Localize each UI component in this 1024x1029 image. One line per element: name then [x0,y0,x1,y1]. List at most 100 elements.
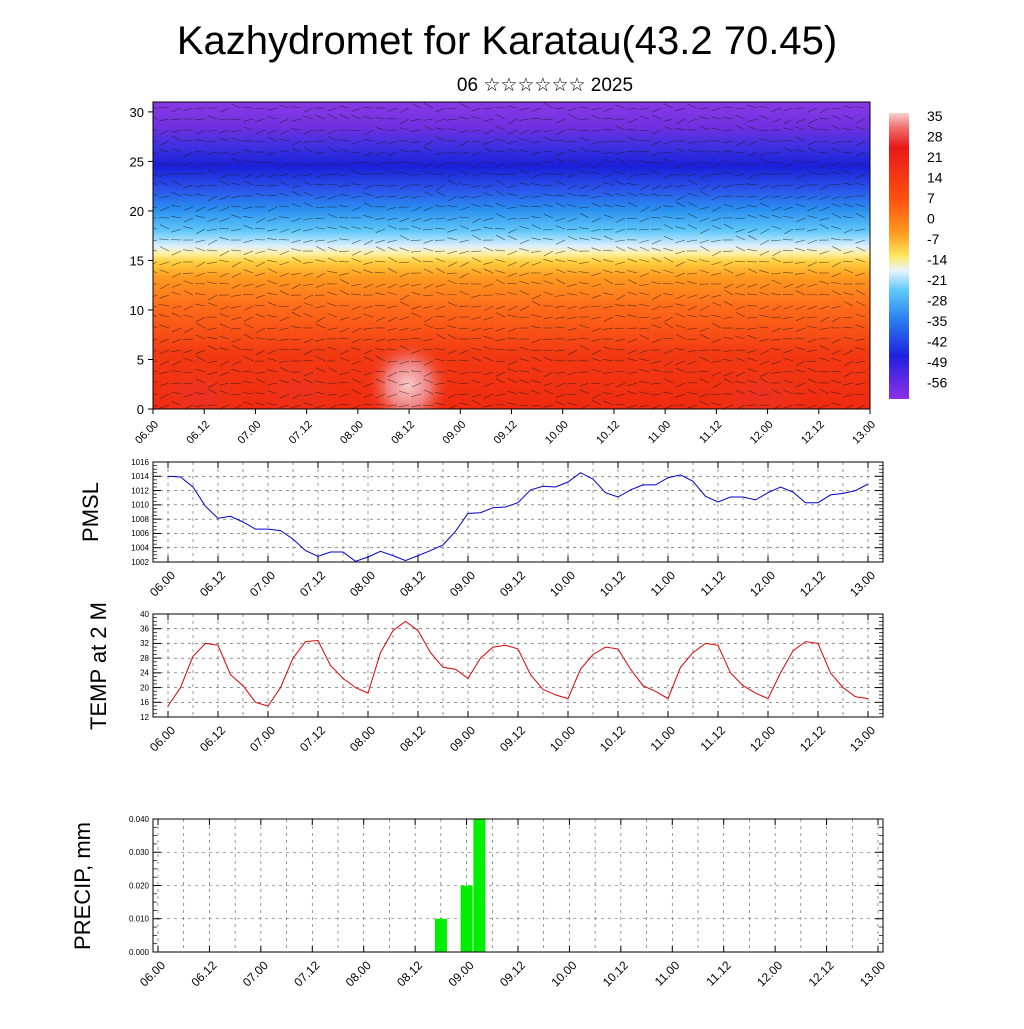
colorbar-label: 21 [927,149,943,165]
heat-xtick-label: 12.00 [748,419,776,447]
xtick-label: 06.00 [147,723,178,754]
ytick-label: 0.040 [129,815,150,824]
xtick-label: 10.12 [597,723,628,754]
xtick-label: 08.12 [394,958,425,989]
heatmap-warm-core [710,365,810,425]
xtick-label: 12.12 [797,568,828,599]
xtick-label: 08.12 [397,568,428,599]
ytick-label: 16 [140,698,149,707]
heat-xtick-label: 08.12 [389,419,417,447]
colorbar-label: -49 [927,354,947,370]
ytick-label: 1016 [131,458,149,467]
pmsl-ylabel: PMSL [78,482,103,542]
colorbar-label: 0 [927,211,935,227]
heat-ytick-label: 15 [130,253,144,268]
heat-xtick-label: 09.12 [492,419,520,447]
xtick-label: 12.12 [797,723,828,754]
xtick-label: 11.12 [698,568,729,599]
precip-bar [435,919,447,952]
heat-ytick-label: 10 [130,303,144,318]
xtick-label: 11.00 [648,568,679,599]
precip-panel: PRECIP, mm 0.000 0.010 0.020 0.030 0.040 06.0… [70,815,888,990]
heat-xtick-label: 06.12 [184,419,212,447]
heat-ytick-label: 0 [137,402,144,417]
xtick-label: 12.00 [754,958,785,989]
heat-xtick-label: 07.12 [287,419,315,447]
ytick-label: 1012 [131,486,149,495]
ytick-label: 1014 [131,472,149,481]
ytick-label: 0.020 [129,881,150,890]
ytick-label: 32 [140,639,149,648]
heat-ytick-label: 5 [137,352,144,367]
xtick-label: 07.12 [297,723,328,754]
colorbar-label: 14 [927,170,943,186]
xtick-label: 07.00 [247,723,278,754]
ytick-label: 28 [140,654,149,663]
xtick-label: 09.00 [447,723,478,754]
heat-xtick-label: 08.00 [338,419,366,447]
xtick-label: 06.00 [137,958,168,989]
heat-xtick-label: 13.00 [850,419,878,447]
xtick-label: 10.12 [597,568,628,599]
precip-bar [461,886,473,953]
xtick-label: 08.12 [397,723,428,754]
xtick-label: 12.00 [747,568,778,599]
heat-xtick-label: 11.12 [697,419,724,446]
chart-title: Kazhydromet for Karatau(43.2 70.45) [177,19,837,63]
ytick-label: 0.030 [129,848,150,857]
xtick-label: 08.00 [343,958,374,989]
ytick-label: 0.000 [129,948,150,957]
xtick-label: 10.00 [547,723,578,754]
ytick-label: 12 [140,713,149,722]
ytick-label: 1010 [131,501,149,510]
xtick-label: 11.12 [698,723,729,754]
colorbar-label: 7 [927,190,935,206]
xtick-label: 09.12 [497,568,528,599]
xtick-label: 11.00 [648,723,679,754]
xtick-label: 09.00 [446,958,477,989]
xtick-label: 12.00 [747,723,778,754]
colorbar-label: -28 [927,293,947,309]
colorbar-label: -35 [927,313,947,329]
xtick-label: 06.12 [188,958,219,989]
xtick-label: 07.00 [247,568,278,599]
colorbar-ramp [889,113,909,399]
colorbar-label: -42 [927,334,947,350]
heat-xtick-label: 09.00 [440,419,468,447]
xtick-label: 11.12 [703,958,734,989]
xtick-label: 07.00 [240,958,271,989]
ytick-label: 1004 [131,544,149,553]
heat-xtick-label: 11.00 [646,419,673,446]
colorbar-label: -21 [927,272,947,288]
xtick-label: 09.12 [497,723,528,754]
colorbar-label: -7 [927,231,940,247]
xtick-label: 06.12 [197,568,228,599]
heatmap-warm-core [260,362,340,418]
heat-ytick-label: 25 [130,154,144,169]
xtick-label: 07.12 [291,958,322,989]
xtick-label: 12.12 [806,958,837,989]
xtick-label: 06.12 [197,723,228,754]
colorbar-label: -14 [927,252,947,268]
xtick-label: 10.00 [548,958,579,989]
heat-xtick-label: 12.12 [799,419,827,447]
ytick-label: 36 [140,625,149,634]
ytick-label: 0.010 [129,915,150,924]
colorbar-label: -56 [927,375,947,391]
temp-ylabel: TEMP at 2 M [86,602,111,730]
xtick-label: 07.12 [297,568,328,599]
precip-bar [473,819,485,952]
xtick-label: 10.12 [600,958,631,989]
xtick-label: 13.00 [847,723,878,754]
ytick-label: 1008 [131,515,149,524]
ytick-label: 24 [140,669,149,678]
xtick-label: 09.12 [497,958,528,989]
heatmap-warm-core [366,340,450,430]
xtick-label: 08.00 [347,568,378,599]
ytick-label: 40 [140,610,149,619]
precip-ylabel: PRECIP, mm [70,822,95,950]
